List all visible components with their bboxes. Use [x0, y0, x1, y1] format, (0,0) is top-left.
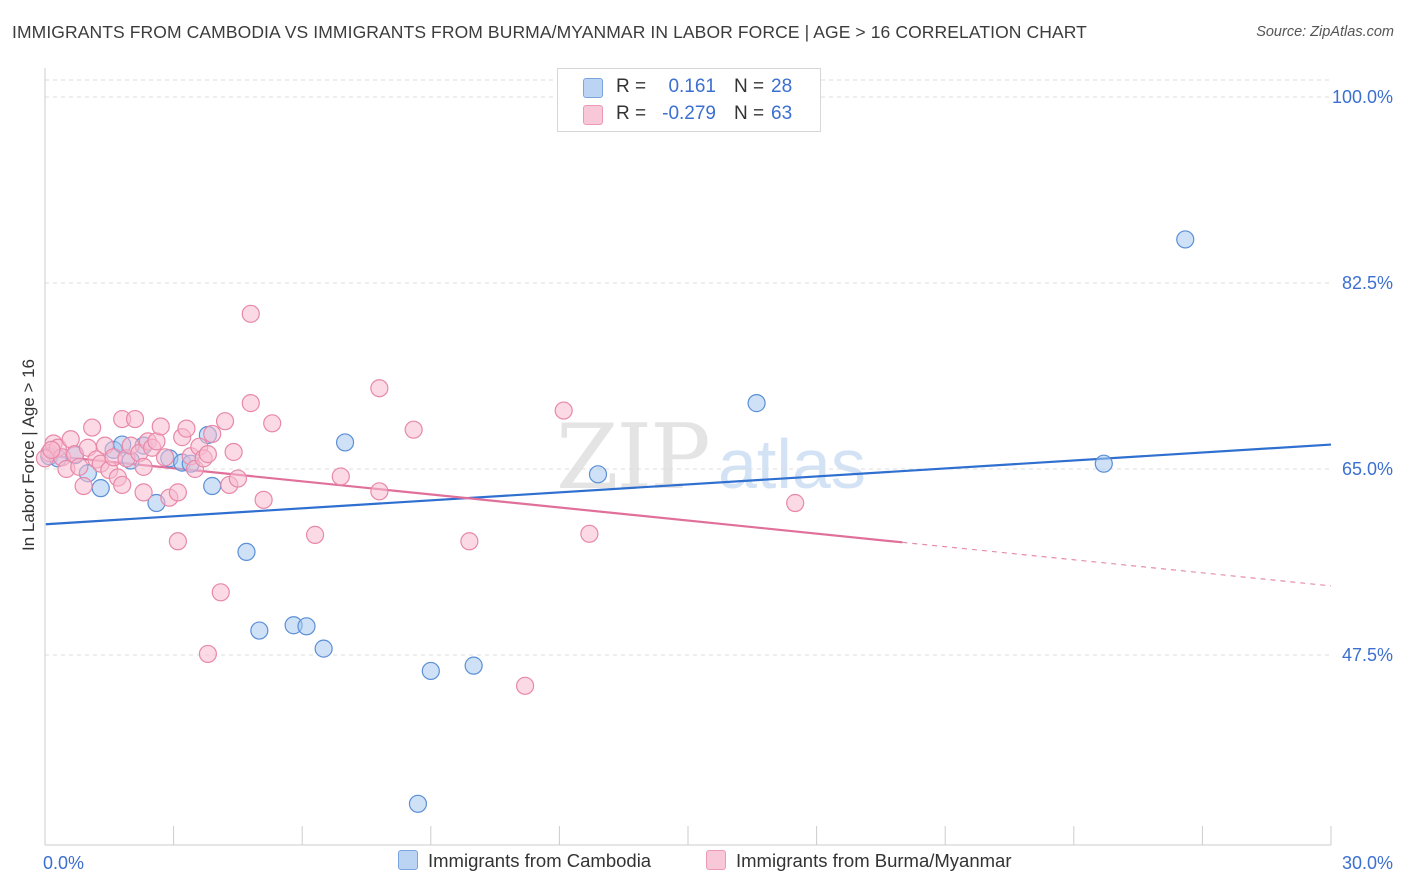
y-tick-label: 82.5% [1342, 273, 1393, 293]
burma-point [70, 457, 89, 476]
cambodia-point [1094, 454, 1113, 473]
burma-point [151, 417, 170, 436]
cambodia-trend-line [45, 443, 1332, 526]
burma-point [113, 475, 132, 495]
watermark-atlas: atlas [718, 425, 866, 503]
burma-point [404, 420, 423, 439]
burma-legend-label: Immigrants from Burma/Myanmar [736, 850, 1012, 871]
legend-n-value: 28 [771, 76, 793, 97]
cambodia-legend-label: Immigrants from Cambodia [428, 850, 652, 871]
burma-point [134, 483, 153, 502]
burma-point [241, 394, 260, 413]
cambodia-legend-swatch [398, 850, 418, 870]
burma-point [370, 379, 389, 398]
burma-point [516, 676, 535, 695]
data-points [35, 230, 1195, 813]
zipatlas-watermark: ZIP atlas [556, 405, 866, 510]
burma-point [134, 457, 153, 476]
burma-point [177, 419, 196, 438]
gridlines [45, 79, 1331, 656]
burma-point [211, 583, 230, 602]
burma-swatch [583, 105, 603, 125]
burma-point [203, 424, 222, 444]
chart-title: IMMIGRANTS FROM CAMBODIA VS IMMIGRANTS F… [12, 22, 1087, 42]
y-tick-label: 65.0% [1342, 459, 1393, 479]
cambodia-point [91, 479, 110, 498]
y-axis-label: In Labor Force | Age > 16 [19, 359, 38, 551]
source-credit: Source: ZipAtlas.com [1256, 24, 1394, 40]
burma-point [786, 493, 805, 513]
burma-point [168, 483, 187, 502]
cambodia-point [408, 794, 428, 813]
burma-point [460, 532, 479, 551]
axis-labels: 47.5% 65.0% 82.5% 100.0% 0.0% 30.0% In Labor F… [19, 87, 1393, 873]
burma-point [305, 525, 325, 544]
cambodia-point [314, 639, 333, 658]
cambodia-point [237, 542, 256, 562]
burma-point [228, 469, 247, 488]
legend-r-value: 0.161 [668, 76, 716, 97]
burma-point [198, 644, 217, 664]
x-tick-label: 30.0% [1342, 853, 1393, 873]
burma-point [370, 482, 389, 501]
watermark-zip: ZIP [556, 405, 709, 510]
burma-trend-dashed [902, 541, 1332, 587]
burma-point [254, 490, 273, 509]
burma-point [554, 401, 573, 420]
burma-point [83, 418, 102, 437]
burma-point [331, 467, 350, 486]
legend-r-value: -0.279 [662, 103, 716, 124]
legend-n-value: 63 [771, 103, 793, 124]
legend-r-label: R = [616, 103, 647, 124]
y-tick-label: 100.0% [1332, 87, 1393, 107]
cambodia-swatch [583, 78, 603, 98]
x-tick-label: 0.0% [43, 853, 84, 873]
cambodia-point [250, 621, 269, 640]
legend-item-burma: Immigrants from Burma/Myanmar [706, 850, 1012, 872]
cambodia-point [747, 394, 766, 413]
cambodia-point [464, 656, 483, 675]
cambodia-point [203, 476, 222, 496]
burma-point [580, 524, 599, 543]
burma-point [155, 448, 175, 467]
burma-point [168, 532, 187, 551]
cambodia-point [335, 433, 355, 452]
burma-point [125, 409, 145, 429]
cambodia-point [421, 661, 440, 681]
burma-point [74, 476, 93, 496]
burma-point [198, 445, 217, 464]
cambodia-point [1176, 230, 1195, 249]
legend-item-cambodia: Immigrants from Cambodia [398, 850, 651, 872]
burma-point [215, 412, 235, 431]
burma-point [241, 304, 260, 323]
legend-n-label: N = [734, 103, 765, 124]
legend-n-label: N = [734, 76, 765, 97]
legend-r-label: R = [616, 76, 647, 97]
correlation-legend: R = 0.161 N = 28 R = -0.279 N = 63 [557, 68, 821, 132]
burma-point [42, 440, 61, 459]
burma-legend-swatch [706, 850, 726, 870]
cambodia-point [588, 465, 608, 484]
y-tick-label: 47.5% [1342, 645, 1393, 665]
cambodia-point [297, 617, 316, 636]
burma-point [263, 414, 282, 433]
burma-point [224, 442, 243, 462]
